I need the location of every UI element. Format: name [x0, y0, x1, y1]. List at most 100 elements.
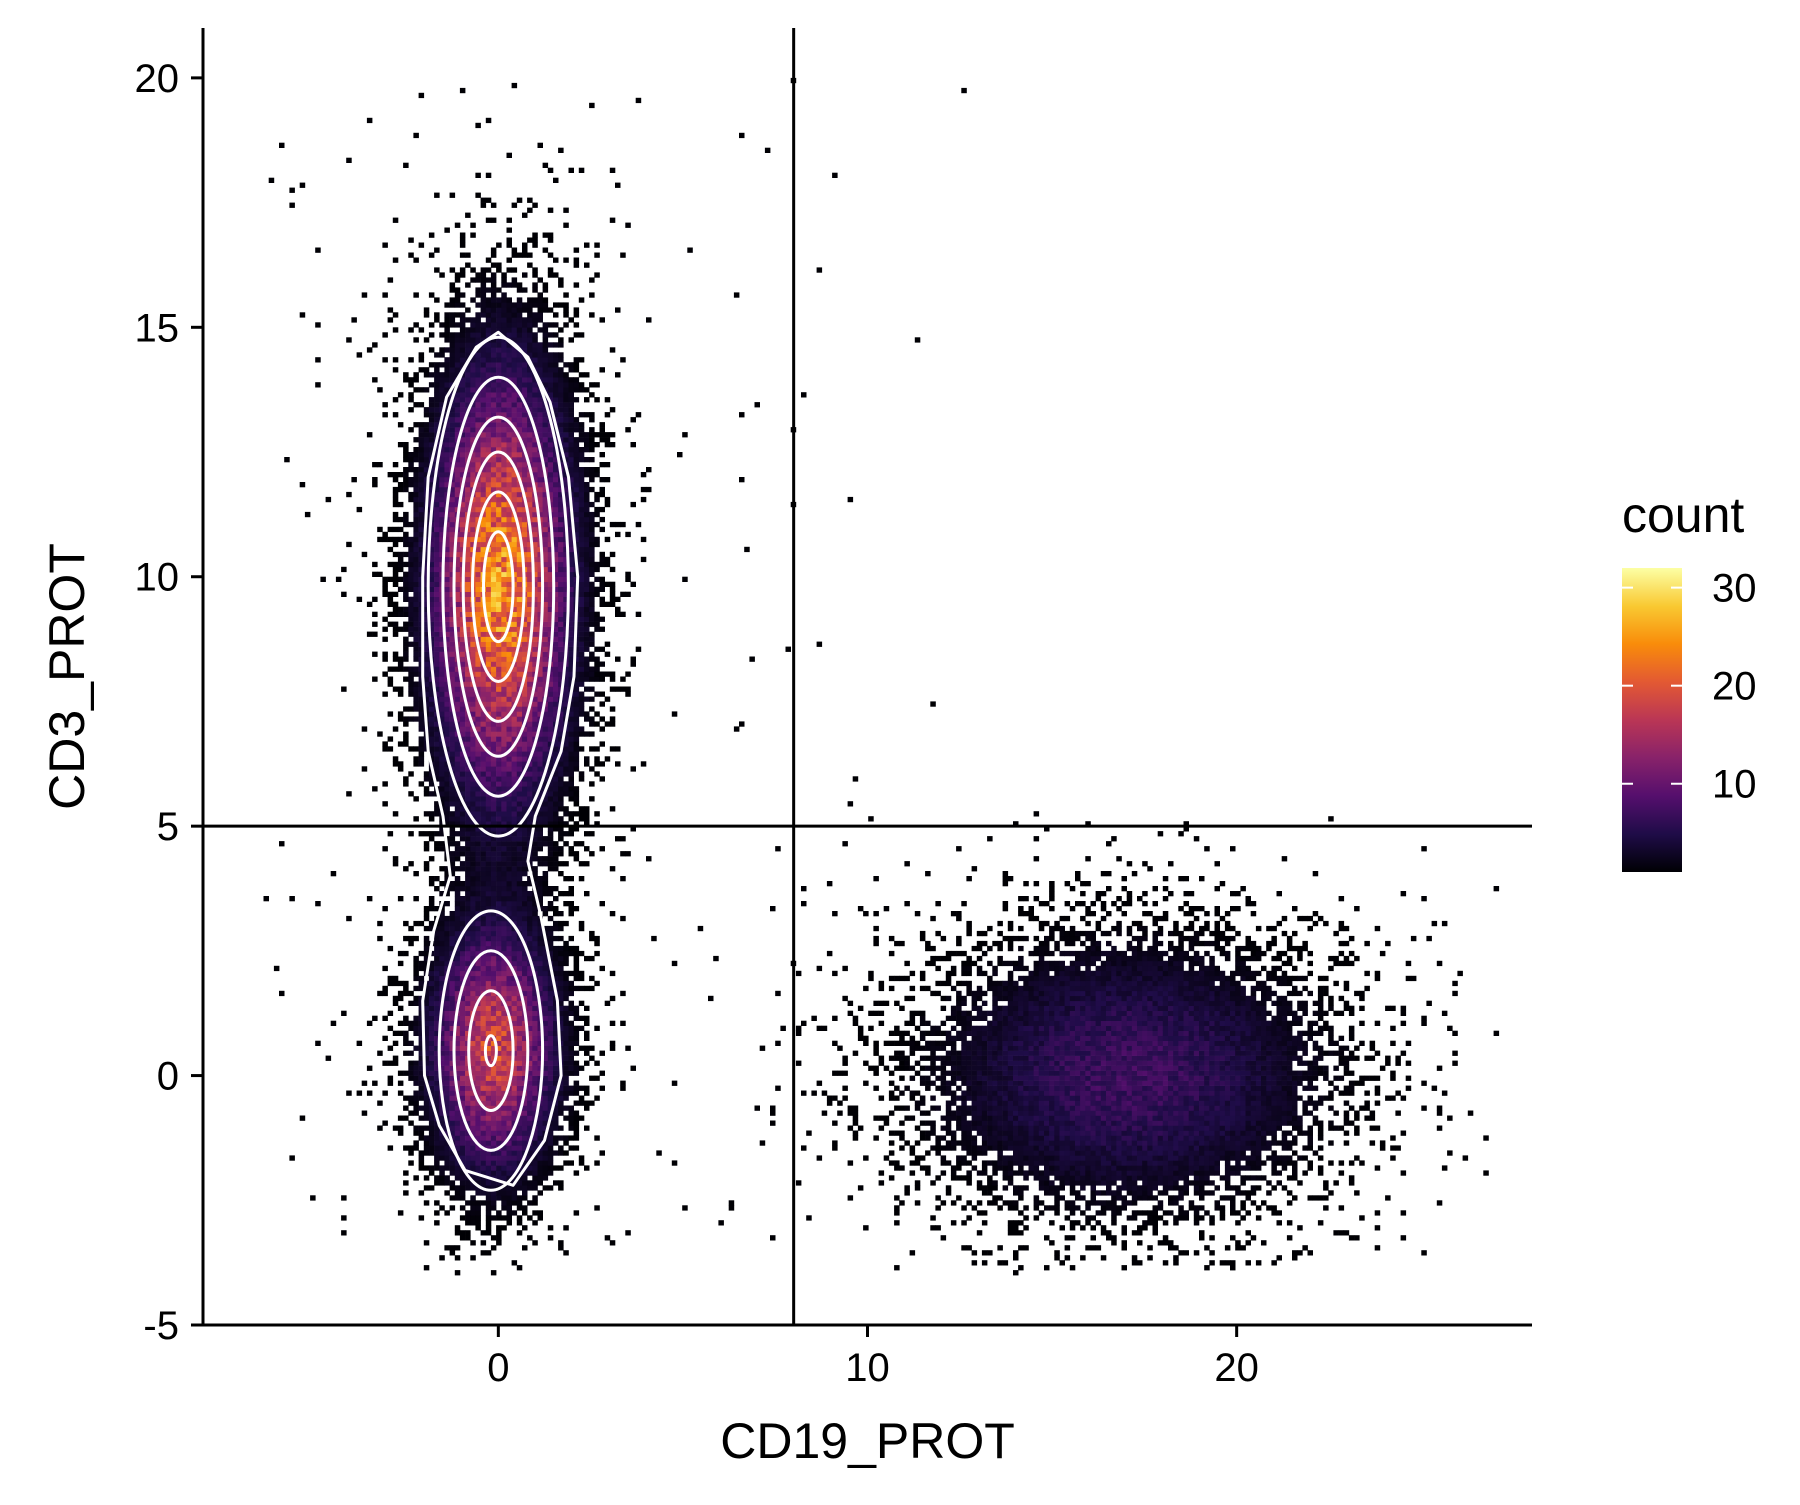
density-bin	[428, 1060, 435, 1066]
density-bin	[506, 646, 512, 652]
density-bin	[527, 1155, 533, 1161]
density-bin	[382, 242, 388, 248]
density-bin	[485, 651, 492, 657]
density-bin	[444, 1075, 450, 1081]
density-bin	[485, 491, 492, 498]
density-bin	[428, 1145, 435, 1151]
density-bin	[434, 377, 440, 383]
density-bin	[449, 1000, 456, 1006]
density-bin	[490, 551, 497, 558]
density-bin	[542, 601, 549, 607]
density-bin	[434, 811, 440, 817]
density-bin	[418, 701, 425, 707]
density-bin	[475, 1190, 481, 1196]
density-bin	[542, 671, 549, 677]
density-bin	[444, 596, 450, 602]
density-bin	[434, 1100, 440, 1106]
density-bin	[408, 1065, 414, 1071]
density-bin	[480, 1155, 487, 1161]
density-bin	[434, 412, 440, 418]
density-bin	[403, 741, 409, 747]
density-bin	[511, 332, 518, 338]
density-bin	[475, 935, 481, 942]
density-bin	[444, 691, 450, 697]
density-bin	[465, 611, 471, 617]
density-bin	[459, 975, 466, 982]
density-bin	[470, 472, 476, 478]
density-bin	[542, 571, 549, 577]
density-bin	[465, 501, 471, 508]
density-bin	[403, 1170, 409, 1176]
density-bin	[470, 327, 476, 333]
density-bin	[459, 402, 466, 408]
density-bin	[315, 247, 321, 253]
density-bin	[501, 646, 507, 652]
density-bin	[506, 846, 512, 852]
density-bin	[490, 247, 497, 253]
density-bin	[403, 486, 409, 493]
density-bin	[428, 816, 435, 822]
density-bin	[537, 1040, 543, 1046]
density-bin	[532, 711, 538, 717]
density-bin	[516, 751, 523, 757]
density-bin	[470, 1095, 476, 1101]
density-bin	[501, 811, 507, 817]
density-bin	[470, 1115, 476, 1121]
density-bin	[542, 437, 549, 443]
density-bin	[444, 1190, 450, 1196]
density-bin	[449, 1080, 456, 1086]
density-bin	[537, 950, 543, 957]
density-bin	[490, 901, 497, 907]
density-bin	[511, 1165, 518, 1171]
density-bin	[439, 766, 445, 772]
density-bin	[423, 1265, 430, 1271]
density-bin	[382, 1015, 388, 1021]
density-bin	[459, 1090, 466, 1096]
density-bin	[527, 611, 533, 617]
density-bin	[428, 736, 435, 742]
density-bin	[444, 901, 450, 907]
density-bin	[537, 586, 543, 592]
density-bin	[408, 462, 414, 468]
density-bin	[434, 611, 440, 617]
density-bin	[465, 801, 471, 807]
density-bin	[475, 990, 481, 997]
density-bin	[501, 846, 507, 852]
density-bin	[485, 1055, 492, 1061]
density-bin	[480, 831, 487, 837]
density-bin	[439, 462, 445, 468]
density-bin	[537, 1120, 543, 1126]
density-bin	[511, 536, 518, 543]
density-bin	[490, 881, 497, 887]
density-bin	[454, 1145, 461, 1151]
density-bin	[516, 297, 523, 303]
density-bin	[428, 980, 435, 987]
density-bin	[449, 920, 456, 927]
density-bin	[527, 1100, 533, 1106]
density-bin	[465, 491, 471, 498]
density-bin	[475, 581, 481, 587]
density-bin	[449, 1060, 456, 1066]
density-bin	[542, 282, 549, 288]
density-bin	[444, 571, 450, 577]
density-bin	[532, 1035, 538, 1041]
density-bin	[418, 1070, 425, 1076]
density-bin	[459, 641, 466, 647]
density-bin	[465, 437, 471, 443]
density-bin	[496, 861, 502, 867]
density-bin	[506, 656, 512, 662]
density-bin	[511, 681, 518, 687]
density-bin	[470, 891, 476, 897]
density-bin	[490, 432, 497, 438]
density-bin	[403, 1095, 409, 1101]
density-bin	[516, 906, 523, 912]
density-bin	[542, 955, 549, 962]
density-bin	[511, 616, 518, 622]
density-bin	[506, 571, 512, 577]
density-bin	[537, 706, 543, 712]
density-bin	[470, 940, 476, 947]
density-bin	[485, 362, 492, 368]
density-bin	[408, 571, 414, 577]
density-bin	[547, 1040, 554, 1046]
density-bin	[542, 841, 549, 847]
